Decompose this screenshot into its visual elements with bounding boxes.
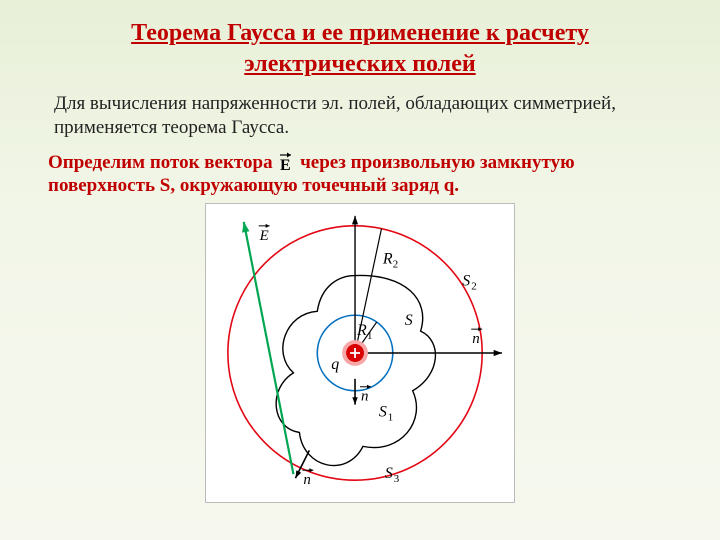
svg-text:S: S xyxy=(462,273,470,290)
svg-text:E: E xyxy=(259,228,269,244)
svg-text:R: R xyxy=(356,323,367,340)
svg-text:2: 2 xyxy=(393,259,398,271)
task-before: Определим поток вектора xyxy=(48,152,277,173)
vector-e-symbol: E xyxy=(277,150,295,172)
svg-text:S: S xyxy=(379,404,387,421)
svg-text:1: 1 xyxy=(367,331,372,343)
figure-container: S2S1S3SR1R2qEnnn xyxy=(48,203,672,503)
slide-title: Теорема Гаусса и ее применение к расчету… xyxy=(48,18,672,80)
svg-text:n: n xyxy=(472,332,479,348)
svg-text:1: 1 xyxy=(388,412,393,424)
svg-text:S: S xyxy=(385,466,393,483)
svg-text:n: n xyxy=(361,389,368,405)
svg-text:E: E xyxy=(280,157,291,172)
svg-text:n: n xyxy=(303,473,310,489)
task-text: Определим поток вектора E через произвол… xyxy=(48,150,672,198)
svg-text:2: 2 xyxy=(471,281,476,293)
svg-text:S: S xyxy=(405,313,413,330)
svg-text:R: R xyxy=(382,251,393,268)
svg-text:q: q xyxy=(331,356,339,373)
gauss-figure: S2S1S3SR1R2qEnnn xyxy=(205,203,515,503)
intro-text: Для вычисления напряженности эл. полей, … xyxy=(54,92,666,140)
svg-text:3: 3 xyxy=(394,474,400,486)
